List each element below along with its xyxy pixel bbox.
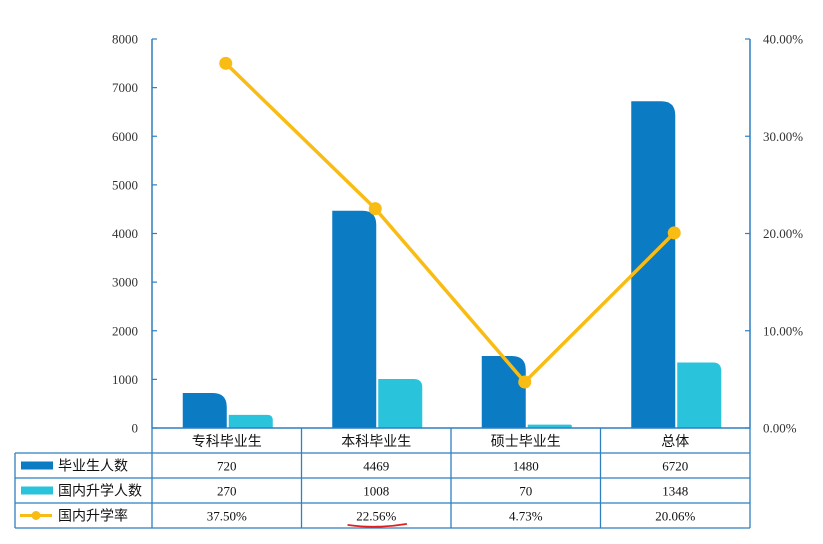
right-tick-label: 0.00%: [763, 421, 797, 436]
category-label: 本科毕业生: [341, 434, 411, 450]
legend-label: 国内升学率: [58, 508, 128, 525]
rate-point: [219, 56, 233, 70]
legend-label: 毕业生人数: [58, 459, 128, 475]
category-label: 硕士毕业生: [491, 434, 561, 450]
category-label: 总体: [661, 434, 689, 450]
rate-point: [368, 202, 382, 216]
right-tick-label: 40.00%: [763, 32, 803, 47]
right-tick-label: 20.00%: [763, 226, 803, 241]
bar-further-study: [228, 414, 273, 428]
data-label: 4.73%: [509, 509, 543, 524]
left-tick-label: 1000: [112, 372, 138, 387]
data-label: 1480: [513, 459, 539, 474]
left-tick-label: 3000: [112, 275, 138, 290]
data-label: 70: [519, 484, 532, 499]
left-tick-label: 4000: [112, 226, 138, 241]
left-axis: 0 1000 2000 3000 4000 5000 6000 7000 8000: [112, 32, 157, 436]
right-tick-label: 10.00%: [763, 323, 803, 338]
bar-graduates: [332, 210, 377, 428]
right-tick-label: 30.00%: [763, 129, 803, 144]
bar-graduates: [182, 392, 227, 428]
bar-graduates: [631, 101, 676, 429]
rate-line-path: [224, 62, 676, 384]
data-label: 4469: [363, 459, 389, 474]
legend-point-swatch: [31, 511, 41, 520]
left-tick-label: 5000: [112, 177, 138, 192]
red-underline-annotation: [347, 523, 408, 528]
rate-point: [518, 375, 532, 389]
left-tick-label: 7000: [112, 80, 138, 95]
category-label: 专科毕业生: [192, 434, 262, 450]
data-label: 6720: [662, 459, 688, 474]
bar-graduates: [481, 356, 526, 428]
legend-label: 国内升学人数: [58, 484, 142, 500]
data-label: 20.06%: [655, 509, 695, 524]
left-tick-label: 8000: [112, 32, 138, 47]
left-tick-label: 0: [132, 421, 139, 436]
rate-point: [667, 226, 681, 240]
rate-line: [219, 56, 681, 389]
legend-swatch: [21, 486, 53, 495]
bar-further-study: [527, 424, 572, 428]
data-label: 720: [217, 459, 237, 474]
bars: [182, 101, 722, 429]
bar-further-study: [378, 378, 423, 428]
right-axis: 0.00% 10.00% 20.00% 30.00% 40.00%: [745, 32, 803, 436]
left-tick-label: 6000: [112, 129, 138, 144]
data-label: 37.50%: [207, 509, 247, 524]
left-tick-label: 2000: [112, 323, 138, 338]
data-label: 22.56%: [356, 509, 396, 524]
legend-swatch: [21, 461, 53, 470]
data-label: 1348: [662, 484, 688, 499]
data-label: 270: [217, 484, 237, 499]
bar-further-study: [677, 362, 722, 428]
data-label: 1008: [363, 484, 389, 499]
